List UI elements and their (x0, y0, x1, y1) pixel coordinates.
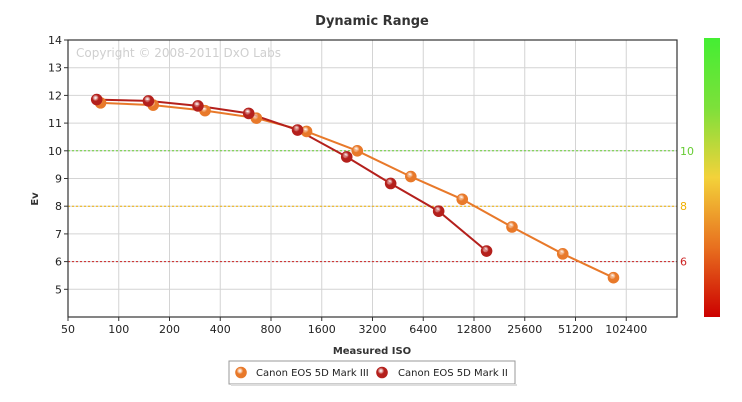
reference-line-label: 8 (680, 200, 687, 213)
series-point (351, 145, 364, 157)
series-point (480, 245, 493, 257)
y-axis-title: Ev (30, 192, 41, 206)
x-tick-label: 1600 (308, 323, 336, 336)
y-tick-label: 6 (55, 256, 62, 269)
y-tick-label: 9 (55, 173, 62, 186)
x-tick-label: 100 (108, 323, 129, 336)
series-point (506, 221, 518, 233)
chart-title: Dynamic Range (315, 14, 429, 29)
series-point (340, 151, 353, 163)
legend-shadow (231, 384, 517, 386)
y-tick-label: 12 (48, 89, 62, 102)
x-axis-title: Measured ISO (333, 346, 411, 357)
series-point (607, 271, 620, 284)
series-point (291, 124, 304, 136)
x-tick-label: 400 (210, 323, 231, 336)
y-tick-label: 8 (55, 200, 62, 213)
reference-line-label: 10 (680, 145, 694, 158)
series-point (242, 107, 255, 120)
series-line (96, 98, 488, 252)
y-tick-label: 7 (55, 228, 62, 241)
x-tick-label: 200 (159, 323, 180, 336)
series-point (405, 170, 417, 183)
x-tick-label: 50 (61, 323, 75, 336)
series-point (192, 100, 204, 112)
x-tick-label: 3200 (359, 323, 387, 336)
legend-label: Canon EOS 5D Mark II (398, 368, 508, 379)
series-line (100, 101, 614, 279)
series-point (432, 205, 445, 217)
legend-marker (376, 366, 388, 379)
reference-line-label: 6 (680, 256, 687, 269)
series-point (142, 95, 155, 107)
y-tick-label: 14 (48, 34, 62, 47)
x-tick-label: 6400 (409, 323, 437, 336)
series-point (556, 248, 569, 260)
x-tick-label: 25600 (507, 323, 542, 336)
x-tick-label: 51200 (558, 323, 593, 336)
y-tick-label: 11 (48, 117, 62, 130)
series-point (384, 177, 397, 190)
copyright-watermark: Copyright © 2008-2011 DxO Labs (76, 46, 281, 60)
y-tick-label: 13 (48, 62, 62, 75)
series-point (90, 93, 103, 106)
x-tick-label: 12800 (457, 323, 492, 336)
y-tick-label: 10 (48, 145, 62, 158)
color-scale-bar (704, 38, 720, 317)
legend-marker (235, 366, 247, 379)
legend-label: Canon EOS 5D Mark III (256, 368, 369, 379)
y-tick-label: 5 (55, 283, 62, 296)
series-point (456, 193, 469, 206)
x-tick-label: 102400 (605, 323, 647, 336)
x-tick-label: 800 (261, 323, 282, 336)
